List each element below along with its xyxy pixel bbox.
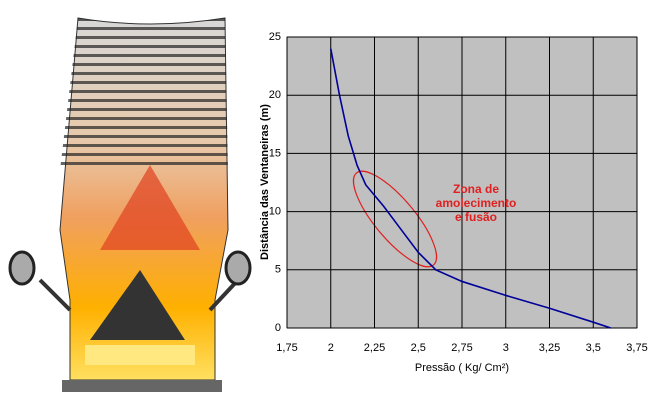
annotation: e fusão <box>455 210 497 224</box>
x-tick-label: 3,5 <box>586 342 601 354</box>
y-tick-label: 25 <box>269 31 281 43</box>
annotation: Zona de <box>453 182 499 196</box>
furnace-illustration <box>8 17 252 392</box>
y-tick-label: 20 <box>269 89 281 101</box>
data-line <box>329 48 612 329</box>
zone-ellipse <box>352 170 438 268</box>
y-tick-label: 0 <box>275 322 281 334</box>
y-tick-label: 15 <box>269 147 281 159</box>
x-tick-label: 3,75 <box>626 342 647 354</box>
x-tick-label: 2 <box>328 342 334 354</box>
x-axis-label: Pressão ( Kg/ Cm²) <box>415 362 509 374</box>
x-tick-label: 2,5 <box>411 342 426 354</box>
y-tick-label: 10 <box>269 206 281 218</box>
x-tick-label: 1,75 <box>276 342 297 354</box>
y-tick-label: 5 <box>275 264 281 276</box>
annotation: amolecimento <box>436 196 517 210</box>
y-axis-label: Distância das Ventaneiras (m) <box>259 104 271 260</box>
x-tick-label: 3 <box>503 342 509 354</box>
x-tick-label: 3,25 <box>539 342 560 354</box>
x-tick-label: 2,25 <box>364 342 385 354</box>
x-tick-label: 2,75 <box>451 342 472 354</box>
